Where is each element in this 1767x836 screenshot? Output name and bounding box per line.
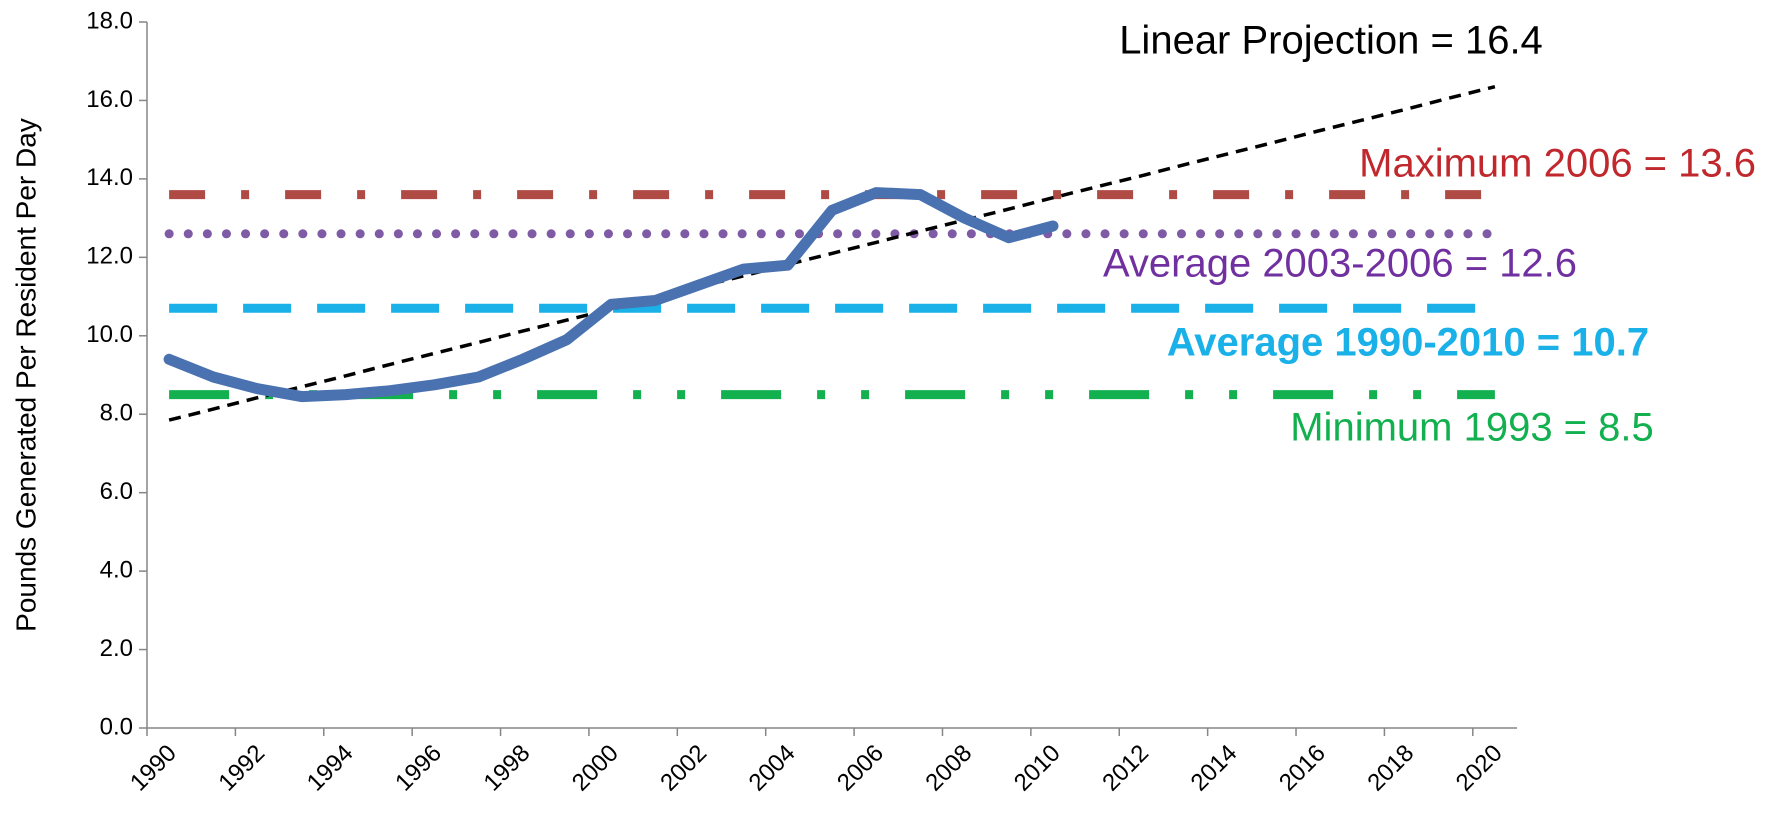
series-line — [163, 187, 1059, 403]
y-tick-label: 6.0 — [100, 478, 133, 505]
x-tick-label: 2016 — [1274, 740, 1331, 797]
y-axis-label: Pounds Generated Per Resident Per Day — [10, 118, 41, 632]
annotation: Linear Projection = 16.4 — [1119, 19, 1543, 63]
y-tick-label: 4.0 — [100, 556, 133, 583]
y-tick-label: 8.0 — [100, 400, 133, 427]
annotation: Average 1990-2010 = 10.7 — [1167, 321, 1649, 365]
x-tick-label: 2006 — [832, 740, 889, 797]
x-tick-label: 2004 — [744, 740, 801, 797]
x-tick-label: 2014 — [1186, 740, 1243, 797]
x-tick-label: 1998 — [479, 740, 536, 797]
x-tick-label: 1992 — [213, 740, 270, 797]
x-tick-label: 2002 — [655, 740, 712, 797]
y-tick-label: 0.0 — [100, 713, 133, 740]
x-tick-label: 1990 — [125, 740, 182, 797]
y-tick-label: 2.0 — [100, 635, 133, 662]
x-tick-label: 2008 — [920, 740, 977, 797]
y-tick-label: 12.0 — [86, 243, 133, 270]
x-tick-label: 1996 — [390, 740, 447, 797]
y-tick-label: 16.0 — [86, 86, 133, 113]
x-tick-label: 2012 — [1097, 740, 1154, 797]
x-tick-label: 1994 — [302, 740, 359, 797]
x-tick-label: 2018 — [1362, 740, 1419, 797]
annotation: Maximum 2006 = 13.6 — [1359, 142, 1756, 186]
series-line — [168, 85, 1496, 422]
x-tick-label: 2020 — [1451, 740, 1508, 797]
y-tick-label: 18.0 — [86, 7, 133, 34]
x-tick-label: 2000 — [567, 740, 624, 797]
annotation: Average 2003-2006 = 12.6 — [1103, 242, 1577, 286]
annotation: Minimum 1993 = 8.5 — [1290, 406, 1654, 450]
x-tick-label: 2010 — [1009, 740, 1066, 797]
y-tick-label: 14.0 — [86, 164, 133, 191]
y-tick-label: 10.0 — [86, 321, 133, 348]
